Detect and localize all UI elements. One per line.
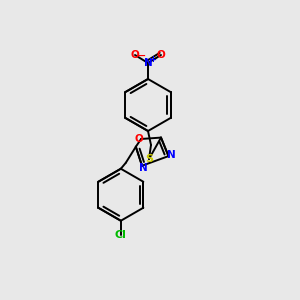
Text: N: N [144, 58, 152, 68]
Text: Cl: Cl [115, 230, 127, 240]
Text: N: N [167, 150, 176, 160]
Text: O: O [157, 50, 165, 60]
Text: O: O [130, 50, 140, 60]
Text: N: N [139, 163, 147, 173]
Text: S: S [145, 154, 153, 164]
Text: −: − [137, 51, 147, 61]
Text: +: + [149, 56, 156, 64]
Text: O: O [135, 134, 143, 144]
